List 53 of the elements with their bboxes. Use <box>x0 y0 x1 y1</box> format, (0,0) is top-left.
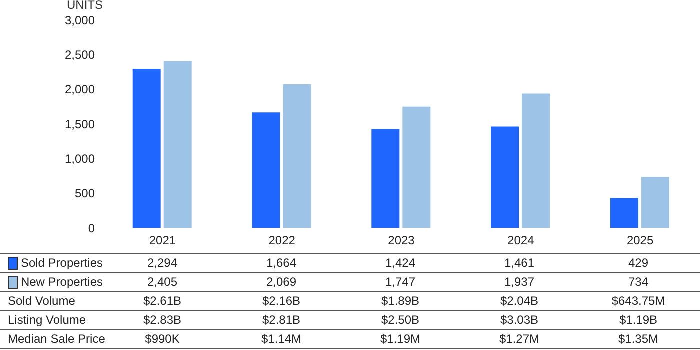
text: $643.75M <box>610 293 666 310</box>
y-tick-label: 2,500 <box>64 48 96 62</box>
text: $1.27M <box>498 331 541 348</box>
text: Listing Volume <box>7 312 88 329</box>
bar <box>641 177 670 228</box>
y-tick-label: 1,000 <box>64 152 96 166</box>
text: $2.16B <box>261 293 302 310</box>
data-label: 734 <box>627 274 650 291</box>
bar <box>491 126 520 228</box>
data-label: 429 <box>627 255 650 272</box>
legend-label: New Properties <box>20 274 103 290</box>
text: Median Sale Price <box>7 331 106 348</box>
text: Sold Volume <box>7 293 76 310</box>
data-label: 1,747 <box>384 274 417 291</box>
y-tick-label: 500 <box>74 186 96 201</box>
y-tick-label: 2,000 <box>64 82 96 97</box>
text: $990K <box>145 332 180 346</box>
text: $2.81B <box>261 312 302 329</box>
x-tick-label: 2024 <box>508 234 535 248</box>
x-tick-label: 2022 <box>268 234 296 248</box>
y-tick-label: 1,500 <box>64 117 96 132</box>
text: $2.04B <box>499 293 540 310</box>
y-tick-label: 3,000 <box>64 13 96 28</box>
data-label: 2,294 <box>146 255 179 272</box>
x-tick-label: 2025 <box>626 234 654 248</box>
text: $1.14M <box>260 331 303 348</box>
text: $2.61B <box>142 293 183 310</box>
text: $1.19M <box>379 331 422 348</box>
bar <box>132 68 161 228</box>
data-label: 1,424 <box>384 255 417 272</box>
text: $1.19B <box>618 312 659 329</box>
bar <box>610 198 638 228</box>
bar <box>252 112 280 228</box>
text: $1.89B <box>380 293 421 310</box>
text: $1.35M <box>617 331 660 348</box>
y-tick-label: 0 <box>88 221 96 236</box>
text: $2.83B <box>142 312 183 329</box>
x-tick-label: 2021 <box>149 234 176 248</box>
data-label: 1,461 <box>503 255 536 272</box>
data-label: 1,937 <box>503 274 536 291</box>
y-axis-title: UNITS <box>67 0 103 12</box>
data-label: 2,069 <box>265 274 298 291</box>
bar <box>164 61 192 228</box>
x-tick-label: 2023 <box>388 234 416 248</box>
bar <box>283 84 312 228</box>
bar <box>522 94 550 228</box>
legend-label: Sold Properties <box>20 254 103 272</box>
data-label: 2,405 <box>146 274 179 291</box>
data-label: 1,664 <box>265 255 298 272</box>
bar <box>372 129 400 228</box>
bar <box>402 106 431 228</box>
text: $3.03B <box>499 312 540 329</box>
text: $2.50B <box>380 312 421 329</box>
